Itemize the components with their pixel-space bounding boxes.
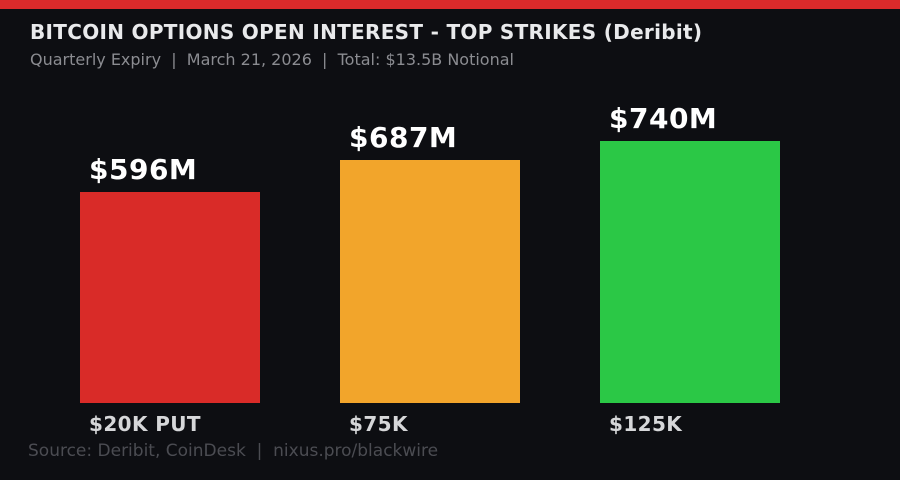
value-label-20k-put: $596M <box>89 153 198 186</box>
accent-stripe <box>0 0 900 9</box>
strike-label-20k-put: $20K PUT <box>89 412 201 436</box>
bar-group-75k: $687M $75K <box>340 63 520 434</box>
strike-label-125k: $125K <box>609 412 683 436</box>
bar-75k <box>340 160 520 403</box>
value-label-125k: $740M <box>609 102 718 135</box>
value-label-75k: $687M <box>349 121 458 154</box>
bar-group-20k-put: $596M $20K PUT <box>80 63 260 434</box>
bar-125k <box>600 141 780 403</box>
bar-group-125k: $740M $125K <box>600 63 780 434</box>
bar-20k-put <box>80 192 260 403</box>
chart-title: BITCOIN OPTIONS OPEN INTEREST - TOP STRI… <box>30 20 703 44</box>
source-attribution: Source: Deribit, CoinDesk | nixus.pro/bl… <box>28 441 439 461</box>
strike-label-75k: $75K <box>349 412 408 436</box>
chart-subtitle: Quarterly Expiry | March 21, 2026 | Tota… <box>30 50 514 69</box>
